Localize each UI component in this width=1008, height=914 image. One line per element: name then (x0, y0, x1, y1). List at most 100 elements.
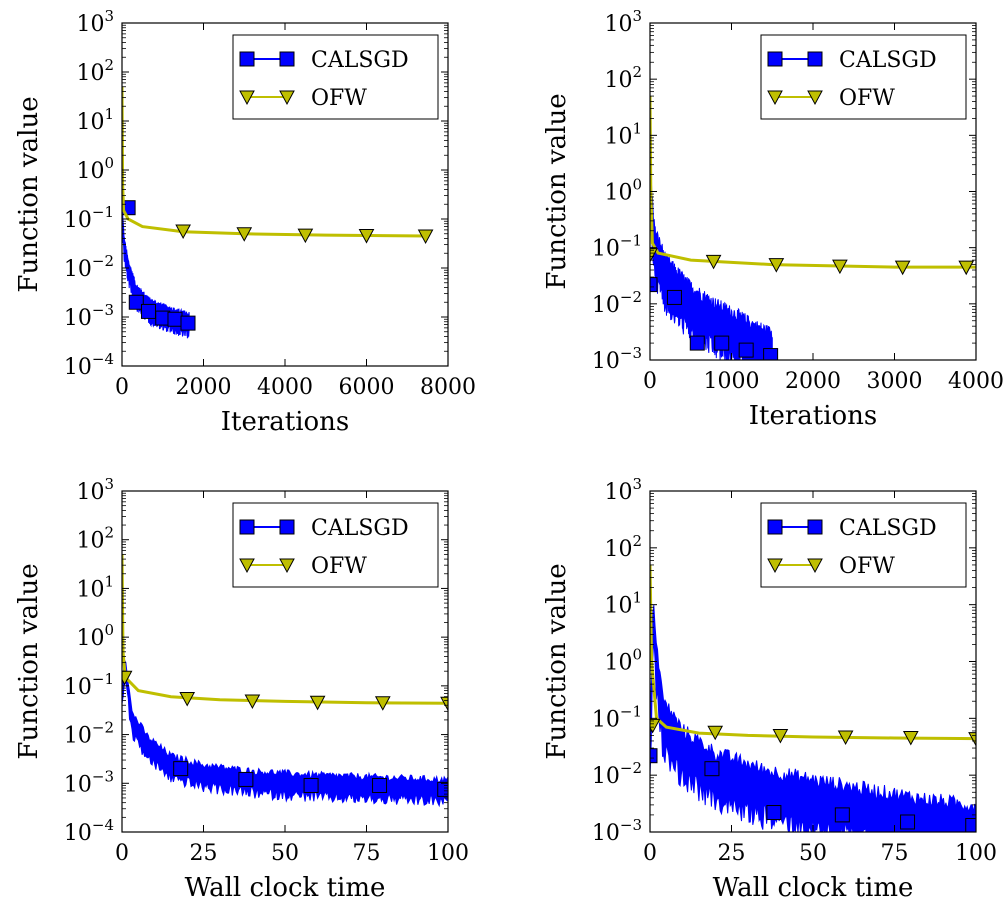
y-tick-label: 10−4 (64, 816, 114, 846)
point-calsgd-5 (180, 315, 196, 331)
legend-label-ofw: OFW (311, 86, 367, 111)
legend-box (760, 34, 967, 120)
point-calsgd-1 (666, 289, 682, 305)
point-calsgd-4 (167, 311, 183, 327)
y-axis-label: Function value (14, 563, 44, 759)
point-calsgd-1 (128, 294, 144, 310)
y-tick-label: 101 (76, 105, 114, 135)
y-axis-label: Function value (14, 96, 44, 292)
point-ofw-2 (244, 694, 261, 710)
y-tick-label: 10−2 (64, 719, 114, 749)
legend-marker-ofw (279, 558, 295, 574)
x-axis-label: Wall clock time (185, 873, 386, 903)
point-calsgd-2 (303, 778, 319, 794)
point-calsgd-3 (714, 335, 730, 351)
plot-area (122, 86, 434, 339)
plot-area (650, 96, 976, 360)
y-tick-label: 100 (76, 621, 114, 651)
chart-panel-2: 0 1000 2000 3000 4000 10−3 10−2 10−1 100 101 102 10… (542, 7, 1004, 431)
legend-marker-ofw (767, 90, 783, 106)
y-tick-label: 10−3 (64, 767, 114, 797)
series-band-calsgd (122, 658, 448, 808)
y-tick-label: 102 (604, 63, 642, 93)
x-axis-label: Iterations (221, 407, 350, 437)
legend-marker-calsgd (279, 519, 295, 535)
series-line-ofw (122, 554, 448, 705)
y-axis-label: Function value (542, 563, 572, 759)
y-tick-label: 102 (76, 56, 114, 86)
x-tick-label: 0 (643, 369, 657, 394)
y-tick-label: 10−1 (64, 203, 114, 233)
point-ofw-4 (374, 696, 391, 711)
y-tick-label: 100 (604, 176, 642, 206)
point-calsgd-0 (173, 761, 189, 777)
point-ofw-1 (707, 725, 724, 741)
plot-area (122, 554, 448, 808)
x-tick-label: 50 (799, 841, 827, 866)
point-calsgd-4 (900, 814, 916, 830)
point-calsgd-3 (834, 807, 850, 823)
x-tick-label: 8000 (420, 375, 476, 400)
point-ofw-3 (309, 695, 326, 711)
x-tick-label: 0 (115, 375, 129, 400)
chart-panel-1: 0 2000 4000 6000 8000 10−4 10−3 10−2 10−1 100 101 1… (14, 7, 476, 437)
legend-marker-ofw (239, 558, 255, 574)
y-tick-label: 10−3 (64, 301, 114, 331)
point-ofw-4 (902, 731, 919, 746)
point-ofw-2 (768, 258, 785, 273)
point-ofw-0 (650, 248, 658, 263)
legend-marker-calsgd (807, 51, 823, 67)
point-calsgd-0 (650, 748, 658, 764)
legend-marker-ofw (767, 558, 783, 574)
series-line-ofw (122, 86, 428, 238)
point-calsgd-5 (965, 818, 976, 832)
legend-box (232, 34, 439, 120)
legend-label-ofw: OFW (839, 86, 895, 111)
x-tick-label: 25 (190, 841, 218, 866)
legend: CALSGD OFW (232, 34, 439, 120)
point-ofw-3 (832, 259, 848, 275)
legend-marker-ofw (279, 90, 295, 106)
x-tick-label: 2000 (176, 375, 232, 400)
legend-marker-calsgd (239, 51, 255, 67)
y-tick-label: 10−4 (64, 350, 114, 380)
x-tick-label: 100 (427, 841, 469, 866)
point-ofw-2 (297, 228, 314, 244)
x-tick-label: 75 (353, 841, 381, 866)
legend-marker-calsgd (279, 51, 295, 67)
legend-marker-ofw (807, 90, 823, 106)
y-tick-label: 102 (76, 524, 114, 554)
y-axis-label: Function value (542, 93, 572, 289)
x-tick-label: 100 (955, 841, 997, 866)
y-tick-label: 10−2 (592, 759, 642, 789)
point-ofw-4 (417, 229, 434, 245)
legend-box (232, 502, 439, 588)
point-calsgd-4 (738, 342, 754, 358)
y-tick-label: 102 (604, 532, 642, 562)
y-tick-label: 10−1 (592, 232, 642, 262)
plot-area (650, 564, 976, 832)
point-calsgd-1 (238, 771, 254, 787)
chart-panel-3: 0 25 50 75 100 10−4 10−3 10−2 10−1 100 101 102 103 Wa… (14, 475, 469, 903)
point-calsgd-5 (763, 348, 779, 360)
point-calsgd-4 (437, 781, 448, 797)
legend-label-calsgd: CALSGD (311, 516, 409, 541)
point-calsgd-0 (650, 277, 658, 293)
point-ofw-3 (837, 730, 854, 746)
x-tick-label: 75 (881, 841, 909, 866)
point-ofw-5 (968, 732, 976, 747)
legend-marker-ofw (239, 90, 255, 106)
x-tick-label: 0 (115, 841, 129, 866)
legend-label-ofw: OFW (839, 554, 895, 579)
series-line-ofw (650, 564, 976, 741)
point-ofw-0 (650, 718, 661, 734)
series-line-ofw (650, 96, 976, 269)
x-axis-label: Wall clock time (713, 873, 914, 903)
series-band-calsgd (650, 146, 773, 360)
point-ofw-1 (705, 254, 722, 270)
y-tick-label: 10−3 (592, 344, 642, 374)
y-tick-label: 101 (76, 572, 114, 602)
y-tick-label: 103 (604, 7, 642, 37)
chart-panel-4: 0 25 50 75 100 10−3 10−2 10−1 100 101 102 103 Wall c… (542, 475, 997, 903)
